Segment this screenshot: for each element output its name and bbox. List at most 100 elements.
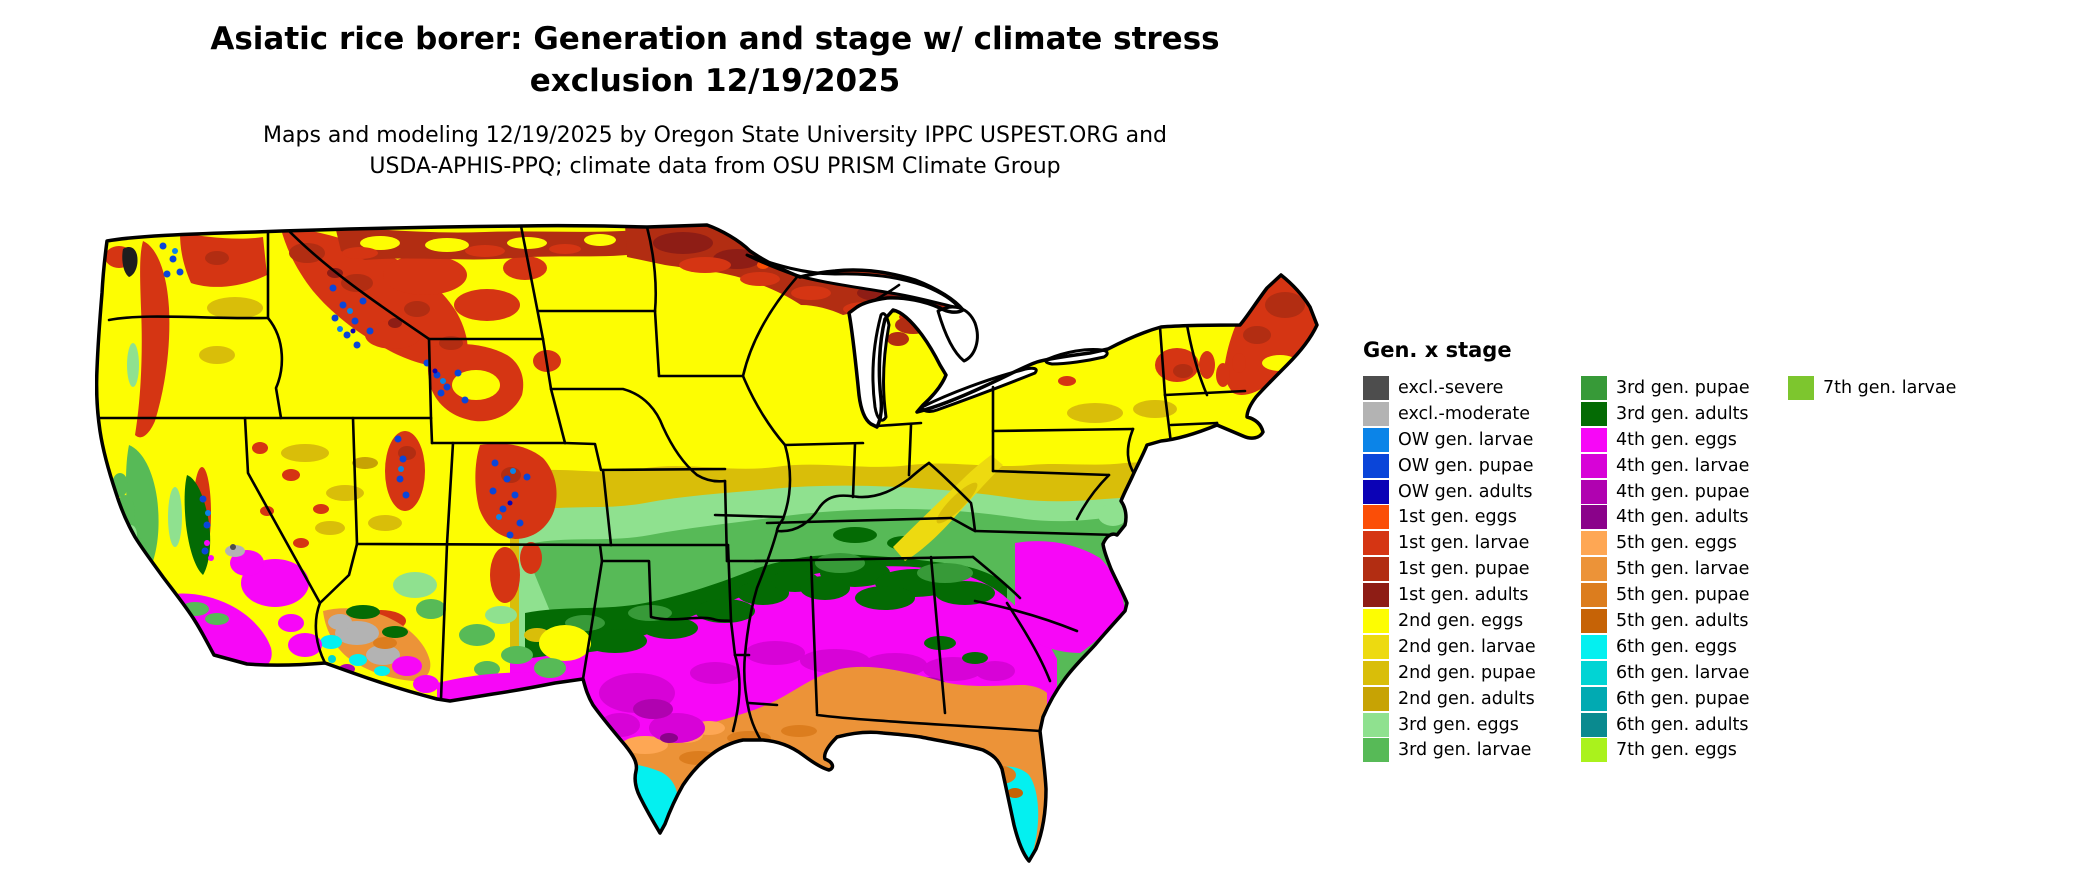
legend-row: 5th gen. larvae [1581,556,1788,582]
region-cascades [135,241,170,438]
legend-swatch-g3_larvae [1363,738,1389,763]
region-keys-speck [1037,870,1042,875]
legend-label: 6th gen. eggs [1616,636,1737,657]
region-3rd-pupae-patch [815,553,865,573]
region-montana-red [454,289,520,321]
region-nm-green [474,661,500,677]
region-mi-north-brick [887,332,909,346]
legend-label: 6th gen. larvae [1616,662,1750,683]
legend-label: 2nd gen. adults [1398,688,1535,709]
region-yuma-cyan [328,655,336,663]
region-puget-sound [122,247,138,277]
region-4th-larvae-patch [975,661,1015,681]
legend-swatch-g2_larvae [1363,634,1389,659]
legend-label: 2nd gen. pupae [1398,662,1536,683]
region-montana-red [503,256,547,280]
region-4th-larvae-patch [745,641,805,665]
region-5th-eggs-patch [622,736,668,754]
map-title: Asiatic rice borer: Generation and stage… [95,18,1335,102]
region-nv-range [282,469,300,481]
legend-swatch-ow_larvae [1363,427,1389,452]
region-nc-coastal-plain [1015,541,1125,653]
region-az-cyan [349,654,367,666]
region-az-ltgreen [393,572,437,598]
region-az-gray [366,645,400,665]
legend-row: 1st gen. larvae [1363,530,1581,556]
region-4th-larvae-patch [800,649,870,673]
region-channel-island [154,644,160,650]
legend-row: 3rd gen. eggs [1363,712,1581,738]
region-green-mtns [1199,351,1215,379]
region-adirondacks-dark [1173,364,1193,378]
region-mogollon-rim [382,626,408,638]
region-utah-mountains [385,431,425,511]
region-northwoods-red [791,286,831,300]
legend-row: 7th gen. eggs [1581,737,1788,763]
legend-columns: excl.-severe excl.-moderate OW gen. larvae… [1363,375,1956,763]
legend-label: 3rd gen. eggs [1398,714,1519,735]
region-ca-coast-ltgreen [138,560,152,578]
legend-swatch-g1_eggs [1363,505,1389,530]
legend-row: 1st gen. adults [1363,582,1581,608]
region-socal-mtns [205,613,229,625]
region-northern-rockies [280,225,468,368]
region-montana-red [365,321,421,349]
legend-swatch-g1_adults [1363,583,1389,608]
region-south-texas-6th-gen [577,762,678,834]
us-pest-map-svg [95,223,1319,875]
region-northwoods-red [740,272,780,286]
legend-row: OW gen. larvae [1363,427,1581,453]
legend-swatch-g5_larvae [1581,557,1607,582]
region-wtx-green [534,658,566,678]
legend-swatch-g6_eggs [1581,634,1607,659]
legend-swatch-g4_adults [1581,505,1607,530]
region-central-tx-4th-pupae [633,699,673,719]
legend-column-2: 3rd gen. pupae 3rd gen. adults 4th gen. eg… [1581,375,1788,763]
region-3rd-adults-patch [800,576,850,600]
legend-swatch-g4_larvae [1581,453,1607,478]
legend-swatch-g4_pupae [1581,479,1607,504]
region-ny-patch [1058,376,1076,386]
region-3rd-adults-patch [583,629,647,653]
region-az-magenta [413,675,439,693]
region-nm-mountains [490,547,520,603]
region-3rd-adults-patch [642,617,698,639]
legend-swatch-g5_adults [1581,608,1607,633]
legend-label: 5th gen. eggs [1616,533,1737,554]
legend-title: Gen. x stage [1363,338,1512,362]
overwinter-blue-specks [159,242,531,555]
region-owens-speck [204,540,210,546]
region-az-magenta [288,633,322,657]
map-title-line2: exclusion 12/19/2025 [529,63,901,99]
legend-label: 3rd gen. adults [1616,403,1749,424]
region-az-magenta [392,656,422,676]
lake-michigan [871,312,891,422]
legend-swatch-g1_larvae [1363,531,1389,556]
region-basin-gold-dark [352,457,378,469]
legend: Gen. x stage excl.-severe excl.-moderate O… [1363,338,1956,763]
legend-row: 4th gen. eggs [1581,427,1788,453]
region-maine-brick [1243,326,1271,344]
region-nm-ltgreen [485,606,517,624]
region-nm-green [501,646,533,664]
region-az-gray [328,614,352,630]
region-ridge-gold [936,482,978,524]
legend-label: excl.-severe [1398,377,1504,398]
region-3rd-adults-patch [935,581,995,605]
region-az-cyan [320,635,342,649]
legend-label: 1st gen. adults [1398,585,1529,606]
legend-row: 3rd gen. adults [1581,401,1788,427]
legend-row: OW gen. pupae [1363,453,1581,479]
region-wyoming-basin [452,370,500,400]
legend-swatch-g6_pupae [1581,686,1607,711]
map-attribution-line2: USDA-APHIS-PPQ; climate data from OSU PR… [369,154,1061,179]
region-maine-brick [1265,292,1305,318]
legend-label: OW gen. adults [1398,481,1533,502]
region-death-valley-dark [230,544,236,550]
legend-label: OW gen. pupae [1398,455,1534,476]
region-willamette [127,343,139,387]
region-az-cyan [374,666,390,676]
legend-swatch-g2_adults [1363,686,1389,711]
region-central-tx-4th-adults [660,733,678,743]
region-strip-red [549,244,581,254]
